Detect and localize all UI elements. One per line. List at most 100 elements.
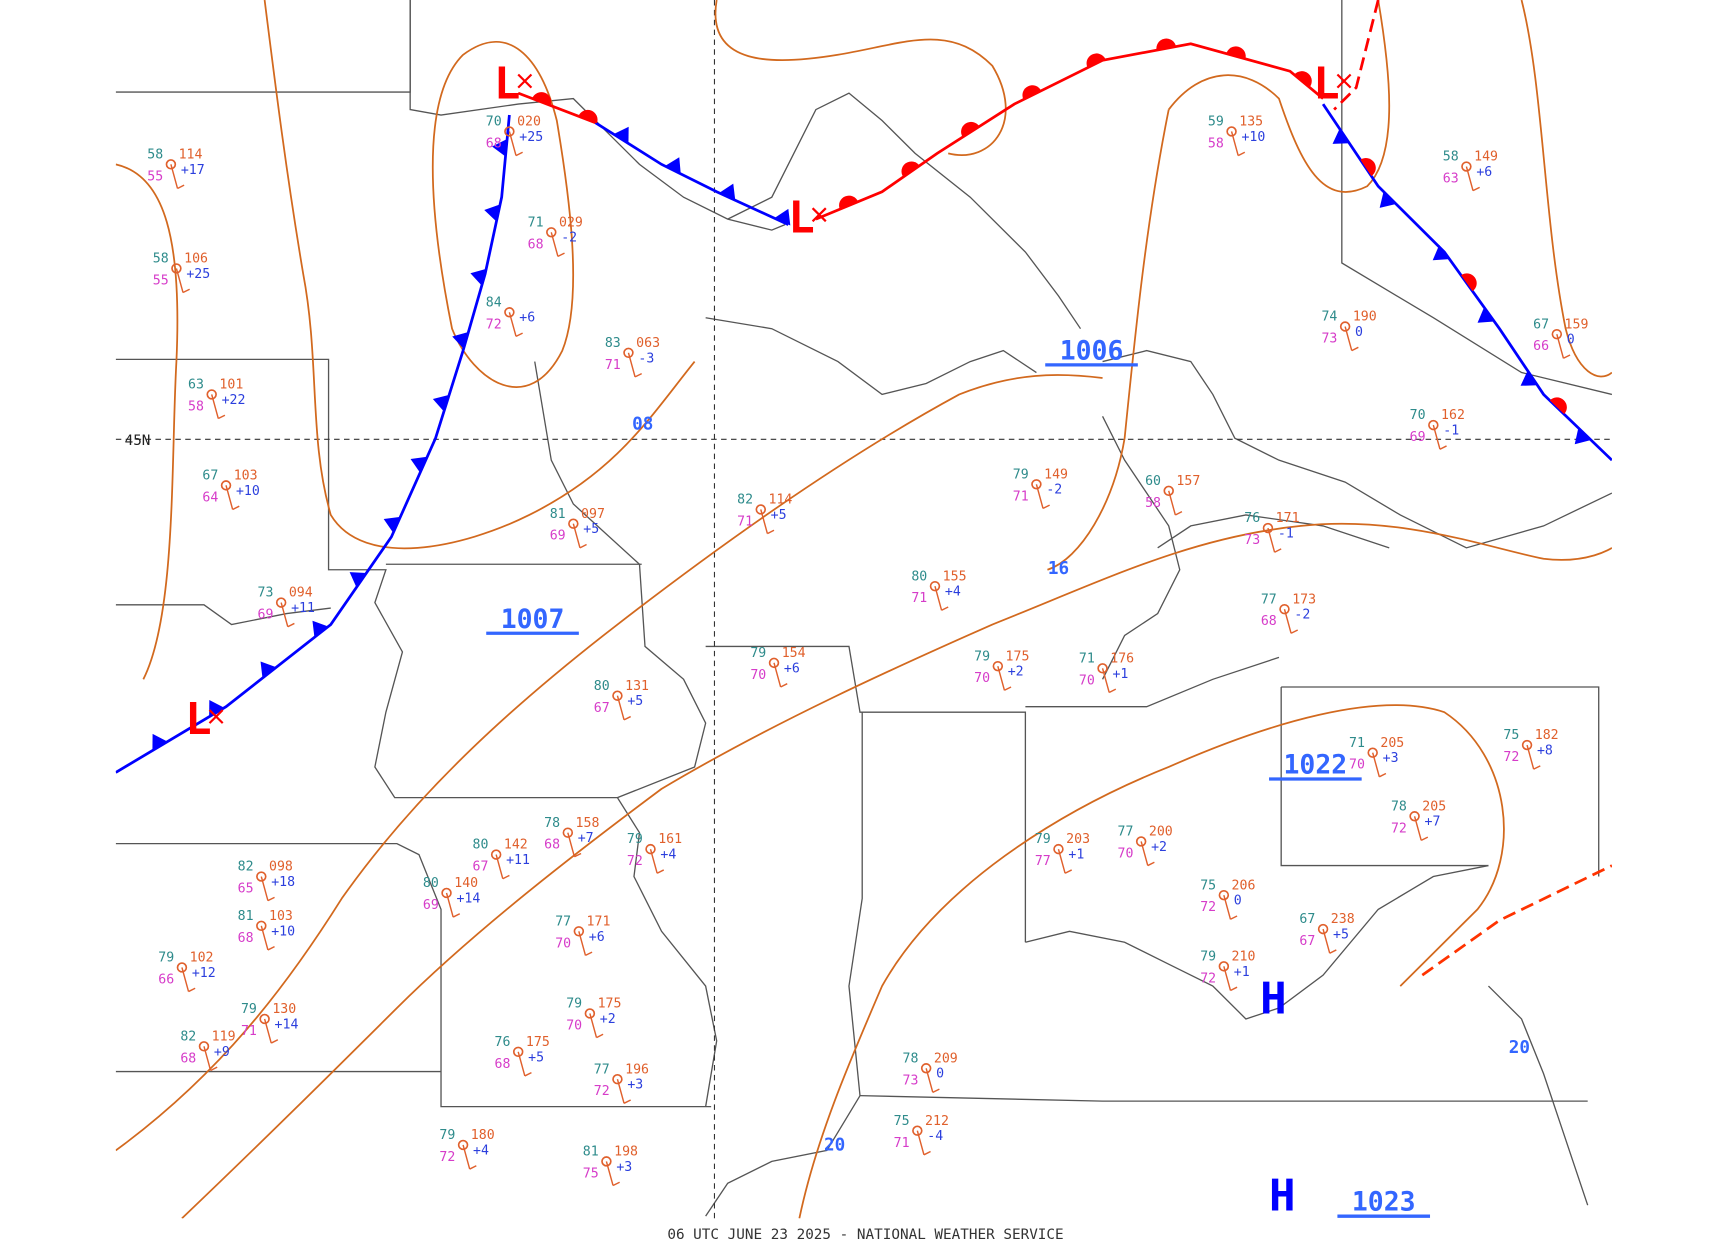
dewpoint: 67: [594, 701, 610, 716]
central-pressure: 1007: [501, 605, 565, 635]
tendency: +5: [627, 694, 643, 709]
station-circle: [1428, 419, 1439, 431]
pressure: 198: [614, 1145, 638, 1160]
cold-front-triangle: [1332, 128, 1350, 144]
tendency: +9: [214, 1045, 230, 1060]
pressure-center: H: [1260, 974, 1287, 1025]
station: 79 203+1 77: [1035, 832, 1090, 874]
tendency: +10: [236, 484, 260, 499]
station: 80 155+4 71: [911, 569, 967, 611]
pressure: 020: [517, 115, 541, 130]
tendency: -2: [561, 231, 577, 246]
pressure: 159: [1565, 317, 1589, 332]
cold-front-triangle: [719, 183, 736, 201]
temperature: 84: [486, 295, 502, 310]
dewpoint: 67: [473, 860, 489, 875]
temperature: 78: [1391, 799, 1407, 814]
pressure: 171: [587, 914, 611, 929]
station-circle: [920, 1063, 932, 1074]
station-circle: [992, 660, 1004, 672]
barb-feather: [217, 414, 226, 420]
dewpoint: 69: [258, 608, 274, 623]
tendency: +11: [506, 853, 530, 868]
barb-feather: [469, 1165, 477, 1170]
dewpoint: 72: [594, 1084, 610, 1099]
pressure: 094: [289, 586, 313, 601]
dewpoint: 72: [486, 317, 502, 332]
cold-front-triangle: [152, 733, 168, 751]
dewpoint: 55: [153, 274, 169, 289]
temperature: 80: [594, 679, 610, 694]
station: 71 176+1 70: [1079, 652, 1134, 694]
pressure: 102: [190, 951, 214, 966]
station-circle: [562, 827, 574, 838]
dewpoint: 58: [1208, 137, 1224, 152]
pressure: 182: [1535, 728, 1559, 743]
pressure: 063: [636, 336, 660, 351]
barb-feather: [780, 683, 788, 688]
station: 71 029-2 68: [528, 215, 583, 258]
barb-feather: [1274, 548, 1282, 553]
station: 81 198+3 75: [583, 1145, 638, 1187]
triangle: [452, 331, 469, 349]
footer: 06 UTC JUNE 23 2025 - NATIONAL WEATHER S…: [667, 1227, 1063, 1243]
dewpoint: 72: [627, 854, 643, 869]
dewpoint: 72: [1200, 971, 1216, 986]
warm-front-semicircle: [839, 195, 859, 210]
temperature: 70: [486, 115, 502, 130]
warm-front-semicircle: [1360, 158, 1376, 177]
station: 83 063-3 71: [605, 336, 660, 378]
warm-front: [517, 91, 596, 124]
pressure: 029: [559, 215, 583, 230]
warm-front-semicircle: [532, 92, 552, 106]
tendency: +3: [627, 1078, 643, 1093]
semicircle: [578, 109, 598, 124]
tendency: +7: [1425, 815, 1441, 830]
tendency: +2: [1008, 665, 1024, 680]
pressure: 205: [1380, 736, 1404, 751]
dewpoint: 71: [737, 515, 753, 530]
triangle: [410, 456, 428, 473]
cold-front-triangle: [774, 208, 791, 226]
triangle: [432, 394, 450, 412]
barb-feather: [1351, 346, 1359, 352]
pressure: 180: [471, 1128, 495, 1143]
station-circle: [584, 1008, 596, 1019]
pressure: 114: [768, 493, 792, 508]
cold-front-triangle: [410, 456, 428, 473]
semicircle: [1086, 53, 1106, 68]
barb-feather: [1147, 861, 1155, 867]
station-circle: [220, 480, 232, 491]
dewpoint: 72: [1391, 821, 1407, 836]
station: 77 200+2 70: [1118, 825, 1173, 867]
station: 80 142+11 67: [473, 838, 530, 880]
barb-feather: [515, 332, 523, 338]
temperature: 80: [911, 569, 927, 584]
pressure: 158: [576, 816, 600, 831]
center-x: [517, 73, 533, 89]
tendency: -2: [1294, 608, 1310, 623]
tendency: +6: [589, 930, 605, 945]
pressure-center: L: [494, 59, 521, 110]
dewpoint: 65: [238, 882, 254, 897]
temperature: 67: [1299, 912, 1315, 927]
triangle: [383, 516, 401, 533]
station: 77 171+6 70: [555, 914, 611, 957]
station: 78 158+7 68: [544, 816, 600, 858]
station-circle: [573, 926, 585, 937]
pressure: 190: [1353, 310, 1377, 325]
temperature: 82: [238, 860, 254, 875]
semicircle: [961, 121, 980, 138]
pressure: 155: [943, 569, 967, 584]
station-circle: [1218, 961, 1230, 972]
barb-feather: [579, 543, 587, 549]
tendency: +14: [275, 1017, 299, 1032]
pressure: 205: [1422, 799, 1446, 814]
pressure-center: H: [1269, 1171, 1296, 1222]
cold-front-triangle: [492, 139, 508, 157]
temperature: 78: [903, 1051, 919, 1066]
cold-front-triangle: [383, 516, 401, 533]
semicircle: [1156, 38, 1177, 51]
center-x: [208, 709, 224, 724]
